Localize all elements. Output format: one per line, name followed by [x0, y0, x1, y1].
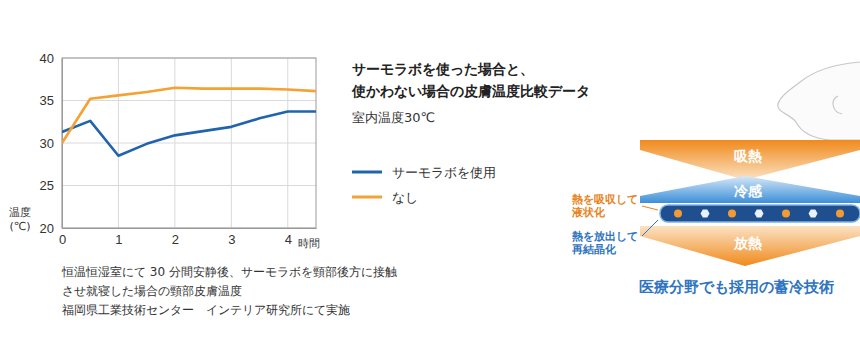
x-tick-label: 2 — [172, 232, 179, 247]
y-tick: 20 — [40, 221, 62, 236]
diagram: 吸熱冷感放熱 熱を吸収して液状化熱を放出して再結晶化医療分野でも採用の蓄冷技術 — [571, 62, 860, 296]
y-tick-label: 35 — [40, 93, 54, 108]
head-ear — [833, 96, 842, 114]
grid — [62, 58, 316, 228]
x-axis: 0 1 2 3 4 — [59, 228, 317, 247]
grid-line-y — [62, 185, 316, 186]
x-tick-label: 3 — [228, 232, 235, 247]
x-tick: 4 — [285, 228, 292, 247]
gel-crystal — [701, 210, 710, 218]
grid-line-y — [62, 143, 316, 144]
gel-crystal — [809, 210, 818, 218]
note: 福岡県工業技術センター インテリア研究所にて実施 — [62, 303, 350, 317]
grid-line-y — [62, 100, 316, 101]
x-tick: 1 — [115, 228, 122, 247]
y-tick: 35 — [40, 93, 62, 108]
absorb-band — [640, 140, 860, 180]
release-label: 放熱 — [733, 235, 762, 251]
cool-label: 冷感 — [734, 183, 763, 199]
release-note: 熱を放出して — [571, 230, 638, 243]
chart-subtitle: 室内温度30℃ — [352, 110, 435, 125]
note: 恒温恒湿室にて 30 分間安静後、サーモラボを頸部後方に接触 — [61, 265, 397, 279]
line-series — [62, 88, 316, 143]
x-tick-label: 0 — [59, 232, 66, 247]
legend-label: サーモラボを使用 — [392, 165, 496, 180]
y-tick-label: 20 — [40, 221, 54, 236]
grid-line-x — [231, 58, 232, 228]
y-tick: 40 — [40, 51, 62, 66]
absorb-note: 熱を吸収して — [571, 193, 638, 206]
lines — [62, 88, 316, 156]
gel-crystal — [755, 210, 764, 218]
x-tick-label: 1 — [115, 232, 122, 247]
absorb-label: 吸熱 — [734, 148, 762, 164]
absorb-note: 液状化 — [571, 206, 606, 219]
gel-dot — [836, 210, 844, 218]
gel-dot — [728, 210, 736, 218]
note: させ就寝した場合の頸部皮膚温度 — [62, 284, 242, 298]
legend-swatch — [352, 196, 382, 199]
legend-swatch — [352, 171, 382, 174]
grid-line-x — [287, 58, 288, 228]
legend: サーモラボを使用なし — [352, 165, 496, 205]
grid-line-x — [118, 58, 119, 228]
y-tick-label: 40 — [40, 51, 54, 66]
chart-title: サーモラボを使った場合と、使かわない場合の皮膚温度比較データ — [351, 61, 590, 99]
x-tick: 2 — [172, 228, 179, 247]
y-tick-label: 25 — [40, 178, 54, 193]
x-tick: 3 — [228, 228, 235, 247]
gel-dot — [674, 210, 682, 218]
release-note: 再結晶化 — [571, 243, 617, 256]
canvas: 0 1 2 3 4 20 25 30 35 40 温度(℃) 時間 サーモラボを使った場合と、使かわない… — [0, 0, 860, 360]
release-band — [640, 226, 860, 266]
grid-line-x — [174, 58, 175, 228]
y-tick-label: 30 — [40, 136, 54, 151]
x-axis-title: 時間 — [298, 237, 320, 250]
y-axis: 20 25 30 35 40 — [40, 51, 63, 236]
y-tick: 25 — [40, 178, 62, 193]
absorb-note-leader — [642, 206, 658, 210]
plot-frame — [62, 58, 316, 228]
y-tick: 30 — [40, 136, 62, 151]
head-outline — [778, 62, 860, 140]
x-tick: 0 — [59, 228, 66, 247]
gel-bar — [660, 205, 860, 222]
y-axis-title: 温度(℃) — [9, 206, 31, 233]
legend-label: なし — [392, 190, 418, 205]
cool-band — [640, 176, 860, 203]
gel-dot — [782, 210, 790, 218]
diagram-caption: 医療分野でも採用の蓄冷技術 — [639, 278, 834, 296]
release-note-leader — [642, 220, 658, 236]
x-tick-label: 4 — [285, 232, 292, 247]
x-axis-line — [63, 228, 317, 229]
line-series — [62, 112, 316, 156]
